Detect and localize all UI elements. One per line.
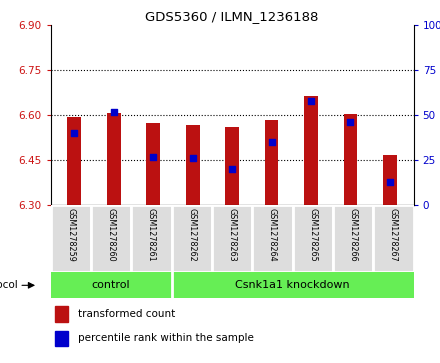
Point: [189, 155, 196, 161]
Bar: [67, 117, 81, 205]
Point: [347, 119, 354, 125]
Bar: [212, 205, 252, 272]
Text: GSM1278260: GSM1278260: [106, 208, 116, 262]
Text: GSM1278265: GSM1278265: [308, 208, 317, 262]
Point: [110, 109, 117, 115]
Text: GSM1278267: GSM1278267: [389, 208, 398, 262]
Title: GDS5360 / ILMN_1236188: GDS5360 / ILMN_1236188: [145, 10, 319, 23]
Text: control: control: [92, 280, 130, 290]
Text: GSM1278261: GSM1278261: [147, 208, 156, 262]
Bar: [55, 331, 68, 346]
Bar: [373, 205, 414, 272]
Bar: [172, 205, 212, 272]
Bar: [293, 205, 333, 272]
Text: protocol: protocol: [0, 280, 18, 290]
Bar: [51, 205, 91, 272]
Text: GSM1278263: GSM1278263: [227, 208, 237, 262]
Text: GSM1278266: GSM1278266: [348, 208, 358, 262]
Bar: [264, 120, 279, 205]
Bar: [131, 205, 172, 272]
Point: [268, 139, 275, 145]
Bar: [383, 155, 397, 205]
Bar: [91, 205, 131, 272]
Text: GSM1278264: GSM1278264: [268, 208, 277, 262]
Text: Csnk1a1 knockdown: Csnk1a1 knockdown: [235, 280, 350, 290]
Point: [386, 179, 393, 185]
Text: percentile rank within the sample: percentile rank within the sample: [78, 333, 253, 343]
Bar: [344, 114, 357, 205]
Bar: [172, 272, 414, 298]
Text: GSM1278259: GSM1278259: [66, 208, 75, 262]
Point: [71, 130, 78, 136]
Bar: [51, 272, 172, 298]
Bar: [252, 205, 293, 272]
Bar: [107, 113, 121, 205]
Bar: [225, 127, 239, 205]
Point: [229, 166, 236, 172]
Bar: [55, 306, 68, 322]
Bar: [304, 96, 318, 205]
Bar: [186, 125, 200, 205]
Text: transformed count: transformed count: [78, 309, 175, 319]
Text: GSM1278262: GSM1278262: [187, 208, 196, 262]
Bar: [146, 123, 160, 205]
Bar: [333, 205, 373, 272]
Point: [308, 98, 315, 104]
Point: [150, 154, 157, 159]
